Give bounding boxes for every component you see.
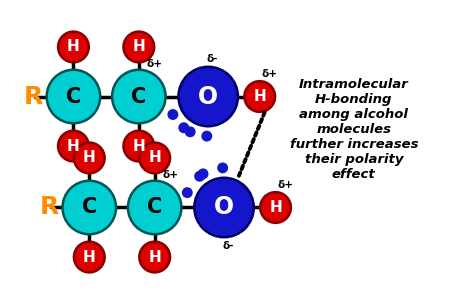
Circle shape (139, 242, 170, 272)
Circle shape (179, 123, 188, 133)
Text: C: C (131, 87, 146, 106)
Text: H: H (67, 40, 80, 54)
Circle shape (168, 110, 177, 119)
Text: H: H (148, 150, 161, 165)
Circle shape (194, 178, 253, 237)
Circle shape (74, 242, 104, 272)
Circle shape (244, 81, 274, 112)
Circle shape (58, 32, 89, 62)
Text: C: C (66, 87, 81, 106)
Text: O: O (197, 85, 218, 109)
Circle shape (202, 131, 211, 141)
Circle shape (178, 67, 238, 126)
Text: C: C (147, 198, 162, 217)
Circle shape (128, 181, 181, 234)
Circle shape (217, 163, 227, 173)
Circle shape (185, 127, 195, 136)
Text: H: H (83, 250, 96, 264)
Text: H: H (148, 250, 161, 264)
Text: δ-: δ- (222, 241, 233, 251)
Circle shape (46, 70, 100, 123)
Text: H: H (253, 89, 266, 104)
Circle shape (123, 131, 154, 161)
Text: H: H (132, 40, 145, 54)
Circle shape (58, 131, 89, 161)
Circle shape (198, 169, 207, 179)
Circle shape (139, 143, 170, 173)
Text: H: H (132, 139, 145, 154)
Text: δ+: δ+ (261, 69, 277, 79)
Text: δ+: δ+ (277, 180, 293, 190)
Text: R: R (24, 85, 43, 109)
Text: H: H (67, 139, 80, 154)
Text: Intramolecular
H-bonding
among alcohol
molecules
further increases
their polarit: Intramolecular H-bonding among alcohol m… (289, 78, 417, 181)
Circle shape (74, 143, 104, 173)
Circle shape (112, 70, 165, 123)
Circle shape (260, 192, 290, 223)
Circle shape (123, 32, 154, 62)
Text: C: C (81, 198, 97, 217)
Circle shape (182, 188, 192, 197)
Text: R: R (40, 195, 59, 219)
Text: δ+: δ+ (162, 170, 178, 180)
Text: O: O (213, 195, 233, 219)
Text: δ+: δ+ (147, 59, 162, 69)
Circle shape (194, 171, 204, 181)
Text: δ-: δ- (206, 54, 217, 64)
Text: H: H (83, 150, 96, 165)
Text: H: H (268, 200, 281, 215)
Circle shape (62, 181, 116, 234)
